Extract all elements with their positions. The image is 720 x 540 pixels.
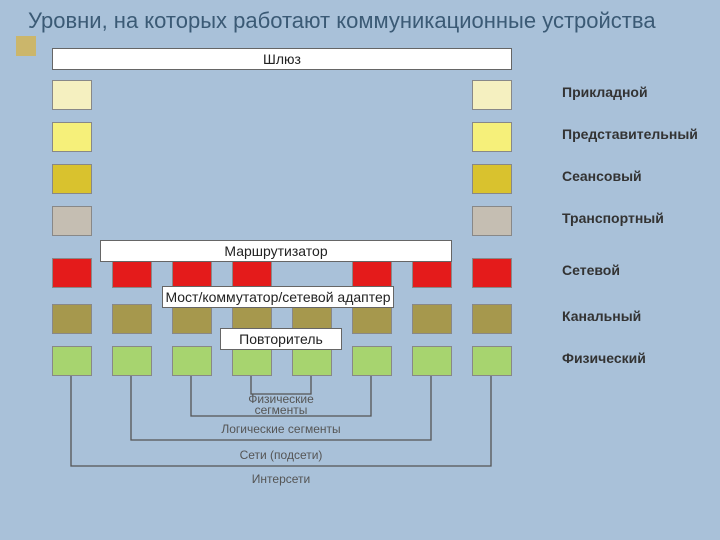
device-bar: Повторитель bbox=[220, 328, 342, 350]
layer-square bbox=[352, 258, 392, 288]
layer-square bbox=[52, 206, 92, 236]
layer-square bbox=[472, 164, 512, 194]
layer-square bbox=[172, 304, 212, 334]
layer-square bbox=[232, 346, 272, 376]
device-bar: Шлюз bbox=[52, 48, 512, 70]
layer-label: Транспортный bbox=[562, 210, 664, 226]
layer-square bbox=[472, 206, 512, 236]
layer-square bbox=[52, 346, 92, 376]
layer-square bbox=[472, 346, 512, 376]
layer-square bbox=[172, 258, 212, 288]
layer-square bbox=[472, 122, 512, 152]
layer-square bbox=[412, 258, 452, 288]
layer-square bbox=[352, 346, 392, 376]
layer-square bbox=[52, 164, 92, 194]
layer-square bbox=[292, 346, 332, 376]
layer-label: Прикладной bbox=[562, 84, 648, 100]
layer-square bbox=[52, 304, 92, 334]
layer-square bbox=[52, 122, 92, 152]
layer-label: Сетевой bbox=[562, 262, 620, 278]
bracket-label: Сети (подсети) bbox=[201, 448, 361, 462]
layer-square bbox=[112, 258, 152, 288]
layer-label: Физический bbox=[562, 350, 646, 366]
layer-label: Канальный bbox=[562, 308, 641, 324]
bracket-label: Физическиесегменты bbox=[201, 394, 361, 416]
layer-square bbox=[52, 80, 92, 110]
layer-square bbox=[472, 304, 512, 334]
layer-square bbox=[112, 304, 152, 334]
device-bar: Маршрутизатор bbox=[100, 240, 452, 262]
bracket-label: Интерсети bbox=[201, 472, 361, 486]
layer-square bbox=[412, 304, 452, 334]
device-bar: Мост/коммутатор/сетевой адаптер bbox=[162, 286, 394, 308]
layer-label: Сеансовый bbox=[562, 168, 642, 184]
layer-square bbox=[112, 346, 152, 376]
layer-square bbox=[172, 346, 212, 376]
layer-square bbox=[472, 258, 512, 288]
bracket-label: Логические сегменты bbox=[201, 422, 361, 436]
layer-square bbox=[472, 80, 512, 110]
layer-square bbox=[232, 258, 272, 288]
layer-square bbox=[352, 304, 392, 334]
layer-square bbox=[412, 346, 452, 376]
layer-square bbox=[52, 258, 92, 288]
layer-label: Представительный bbox=[562, 126, 698, 142]
